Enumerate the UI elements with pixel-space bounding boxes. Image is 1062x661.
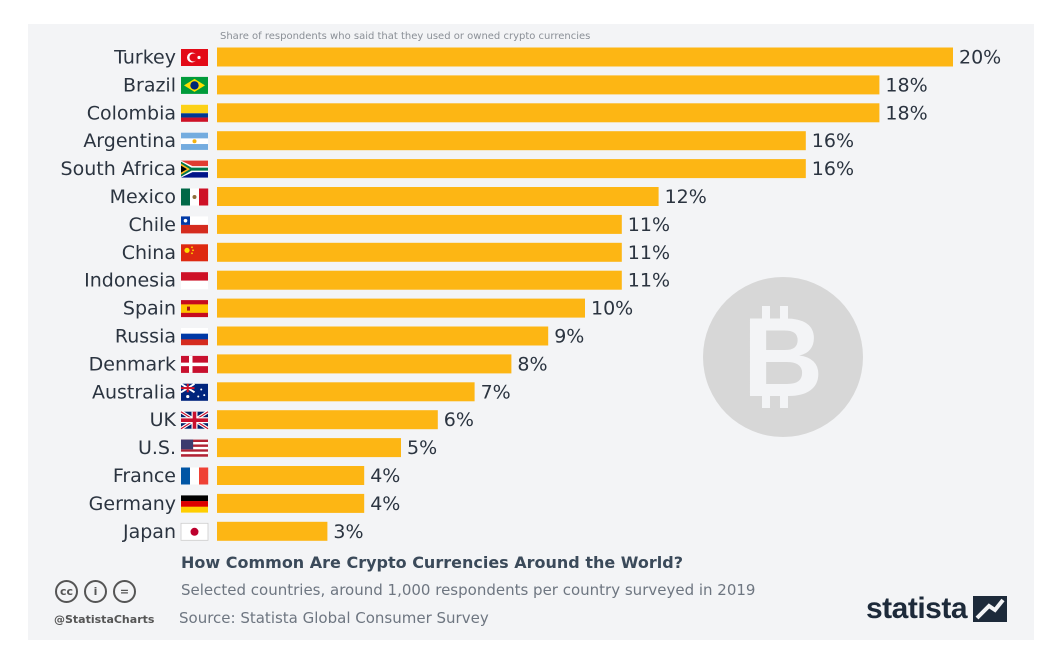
value-label: 16% [812, 158, 854, 180]
chart-subtitle: Selected countries, around 1,000 respond… [181, 581, 756, 599]
bar[interactable] [217, 187, 659, 206]
value-label: 11% [628, 242, 670, 264]
value-label: 5% [407, 437, 437, 459]
bitcoin-icon: B [703, 277, 863, 437]
bar[interactable] [217, 410, 438, 430]
australia-flag-icon [180, 382, 208, 401]
value-label: 16% [812, 130, 854, 152]
license-icons: cc i = [55, 580, 136, 603]
bar[interactable] [217, 326, 549, 346]
bar[interactable] [217, 270, 622, 290]
category-label: Denmark [89, 353, 176, 375]
south-africa-flag-icon [181, 160, 208, 178]
value-label: 4% [370, 493, 400, 515]
bar[interactable] [217, 521, 328, 541]
value-label: 11% [628, 270, 670, 292]
colombia-flag-icon [181, 104, 208, 122]
bar[interactable] [217, 214, 622, 234]
value-label: 11% [628, 214, 670, 236]
logo-text: statista [866, 592, 968, 625]
statista-logo[interactable]: statista [866, 592, 1008, 626]
france-flag-icon [181, 467, 209, 485]
value-label: 10% [591, 298, 633, 320]
category-label: Russia [115, 326, 176, 348]
bar[interactable] [217, 438, 401, 458]
bar[interactable] [217, 159, 806, 179]
turkey-flag-icon [181, 49, 208, 66]
category-label: Turkey [113, 47, 176, 69]
value-label: 20% [959, 47, 1001, 69]
value-label: 3% [333, 521, 363, 543]
category-label: Germany [89, 493, 176, 515]
germany-flag-icon [181, 495, 208, 513]
spain-flag-icon [181, 300, 208, 318]
chart-note: Share of respondents who said that they … [220, 31, 591, 42]
uk-flag-icon [180, 410, 209, 431]
value-label: 9% [554, 326, 584, 348]
bar[interactable] [217, 382, 475, 402]
category-label: Australia [92, 381, 176, 403]
category-label: UK [150, 409, 177, 431]
chart-title: How Common Are Crypto Currencies Around … [181, 553, 683, 572]
value-label: 7% [481, 381, 511, 403]
japan-flag-icon [180, 522, 209, 541]
twitter-handle[interactable]: @StatistaCharts [54, 613, 155, 626]
category-label: China [122, 242, 176, 264]
category-label: Argentina [83, 130, 176, 152]
category-label: Japan [122, 521, 176, 543]
value-label: 18% [885, 102, 927, 124]
us-flag-icon [181, 439, 208, 457]
china-flag-icon [181, 244, 208, 262]
category-label: Brazil [123, 74, 176, 96]
category-label: Mexico [110, 186, 176, 208]
brazil-flag-icon [181, 76, 208, 94]
bar[interactable] [217, 47, 953, 67]
no-derivatives-icon[interactable]: = [113, 580, 136, 603]
category-label: South Africa [61, 158, 176, 180]
bar[interactable] [217, 298, 585, 318]
russia-flag-icon [181, 328, 208, 346]
statista-logo-icon [973, 596, 1008, 622]
category-label: Colombia [87, 102, 176, 124]
category-label: Chile [128, 214, 176, 236]
category-label: Spain [123, 298, 176, 320]
bar[interactable] [217, 354, 512, 374]
value-label: 4% [370, 465, 400, 487]
bar[interactable] [217, 103, 880, 123]
bar[interactable] [217, 131, 806, 151]
bar[interactable] [217, 493, 365, 513]
bar[interactable] [217, 466, 365, 485]
chile-flag-icon [181, 216, 208, 234]
denmark-flag-icon [181, 355, 208, 373]
value-label: 6% [444, 409, 474, 431]
mexico-flag-icon [181, 188, 209, 206]
chart-source: Source: Statista Global Consumer Survey [179, 609, 489, 627]
bar[interactable] [217, 75, 880, 95]
creative-commons-icon[interactable]: cc [55, 580, 78, 603]
category-label: U.S. [138, 437, 176, 459]
value-label: 8% [517, 353, 547, 375]
bar[interactable] [217, 242, 622, 262]
attribution-icon[interactable]: i [84, 580, 107, 603]
category-label: France [113, 465, 176, 487]
value-label: 18% [885, 74, 927, 96]
value-label: 12% [665, 186, 707, 208]
indonesia-flag-icon [181, 272, 208, 290]
argentina-flag-icon [181, 132, 208, 150]
category-label: Indonesia [84, 270, 176, 292]
